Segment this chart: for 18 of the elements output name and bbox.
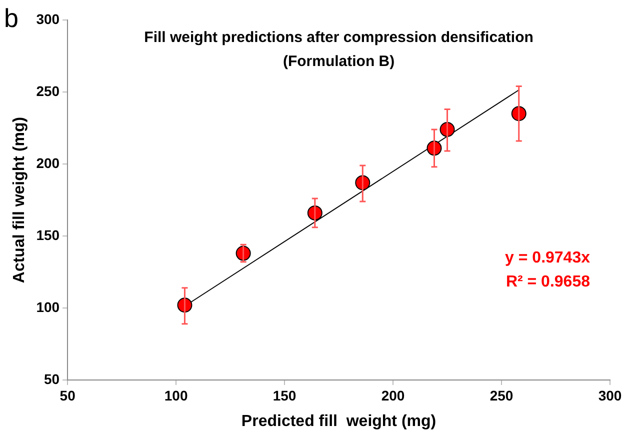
x-tick-label: 50 (60, 387, 76, 404)
y-axis-title: Actual fill weight (mg) (11, 116, 28, 284)
y-tick-label: 300 (36, 10, 60, 27)
x-tick-label: 200 (381, 387, 405, 404)
x-tick-label: 100 (164, 387, 188, 404)
x-axis-title: Predicted fill weight (mg) (241, 412, 436, 430)
annotation: R² = 0.9658 (506, 273, 590, 290)
x-tick-label: 150 (272, 387, 296, 404)
y-tick-label: 100 (36, 298, 60, 315)
x-tick-label: 300 (598, 387, 622, 404)
text: b (4, 3, 18, 34)
y-tick-label: 200 (36, 154, 60, 171)
y-tick-label: 50 (44, 370, 60, 387)
annotation: y = 0.9743x (505, 249, 590, 266)
text: Fill weight predictions after compression densification (Formulation B) (144, 29, 534, 70)
y-tick-label: 150 (36, 226, 60, 243)
x-tick-label: 250 (490, 387, 514, 404)
y-tick-label: 250 (36, 82, 60, 99)
